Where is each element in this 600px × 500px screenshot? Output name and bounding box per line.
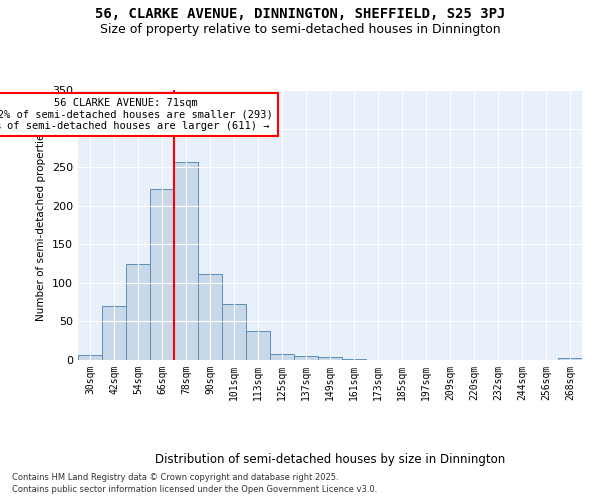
Bar [78,354,102,360]
Bar [102,306,126,360]
Bar [246,330,270,360]
Bar [150,188,174,360]
Y-axis label: Number of semi-detached properties: Number of semi-detached properties [37,128,46,322]
Bar [270,354,294,360]
Text: Size of property relative to semi-detached houses in Dinnington: Size of property relative to semi-detach… [100,22,500,36]
Bar [318,357,342,360]
Text: 56, CLARKE AVENUE, DINNINGTON, SHEFFIELD, S25 3PJ: 56, CLARKE AVENUE, DINNINGTON, SHEFFIELD… [95,8,505,22]
Text: Contains public sector information licensed under the Open Government Licence v3: Contains public sector information licen… [12,485,377,494]
Bar [294,356,318,360]
Bar [198,274,222,360]
Bar [558,358,582,360]
Text: Contains HM Land Registry data © Crown copyright and database right 2025.: Contains HM Land Registry data © Crown c… [12,472,338,482]
Bar [174,162,198,360]
Bar [126,264,150,360]
Bar [222,304,246,360]
Bar [342,359,366,360]
Text: 56 CLARKE AVENUE: 71sqm
← 32% of semi-detached houses are smaller (293)
67% of s: 56 CLARKE AVENUE: 71sqm ← 32% of semi-de… [0,98,273,131]
Text: Distribution of semi-detached houses by size in Dinnington: Distribution of semi-detached houses by … [155,452,505,466]
